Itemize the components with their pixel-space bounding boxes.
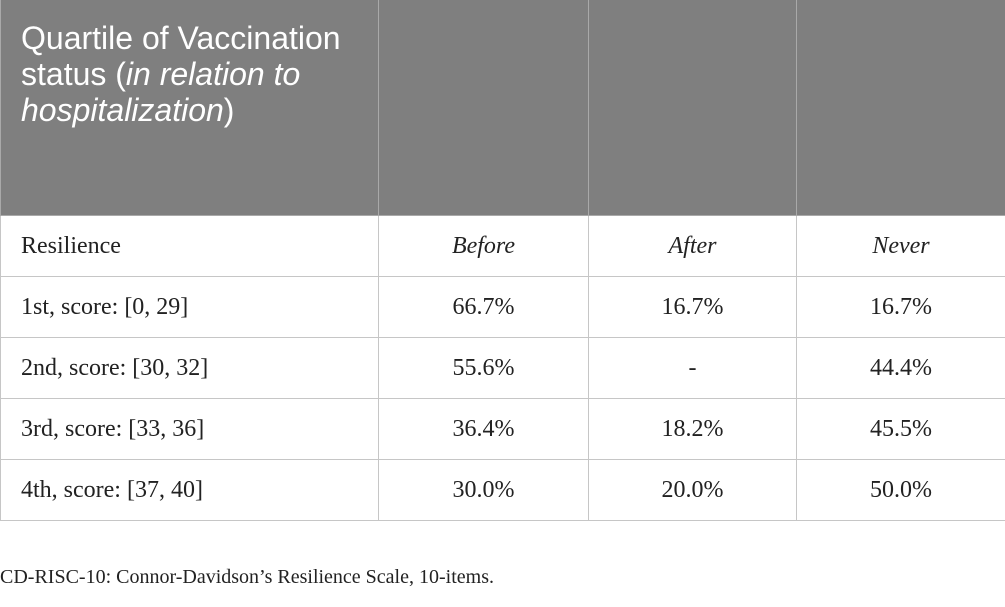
cell: -: [588, 337, 797, 399]
cell: 44.4%: [796, 337, 1005, 399]
header-text: Quartile of Vaccination status (: [21, 20, 341, 92]
cell: 18.2%: [588, 398, 797, 460]
header-row: Quartile of Vaccination status (in relat…: [0, 0, 1005, 216]
cell: 55.6%: [378, 337, 589, 399]
column-header: Resilience: [0, 215, 379, 277]
row-label: 3rd, score: [33, 36]: [0, 398, 379, 460]
column-row: Resilience Before After Never: [0, 215, 1005, 277]
table-row: 2nd, score: [30, 32] 55.6% -44.4%: [0, 337, 1005, 399]
cell: 16.7%: [588, 276, 797, 338]
table-row: 1st, score: [0, 29] 66.7% 16.7% 16.7%: [0, 276, 1005, 338]
column-header: Before: [378, 215, 589, 277]
cell: 30.0%: [378, 459, 589, 521]
header-text: ): [223, 92, 235, 128]
header-italic: in relation to hospitalization: [21, 56, 301, 128]
row-label: 1st, score: [0, 29]: [0, 276, 379, 338]
header-cell: [588, 0, 797, 216]
header-cell: Quartile of Vaccination status (in relat…: [0, 0, 379, 216]
cell: 45.5%: [796, 398, 1005, 460]
header-cell: [796, 0, 1005, 216]
cell: 36.4%: [378, 398, 589, 460]
header-cell: [378, 0, 589, 216]
table-row: 4th, score: [37, 40] 30.0% 20.0% 50.0%: [0, 459, 1005, 521]
cell: 20.0%: [588, 459, 797, 521]
table-row: 3rd, score: [33, 36] 36.4% 18.2% 45.5%: [0, 398, 1005, 460]
column-header: Never: [796, 215, 1005, 277]
cell: 50.0%: [796, 459, 1005, 521]
column-header: After: [588, 215, 797, 277]
row-label: 4th, score: [37, 40]: [0, 459, 379, 521]
data-table: Quartile of Vaccination status (in relat…: [0, 0, 1005, 521]
cell: 66.7%: [378, 276, 589, 338]
cell: 16.7%: [796, 276, 1005, 338]
footnote: CD-RISC-10: Connor-Davidson’s Resilience…: [0, 566, 494, 588]
row-label: 2nd, score: [30, 32]: [0, 337, 379, 399]
